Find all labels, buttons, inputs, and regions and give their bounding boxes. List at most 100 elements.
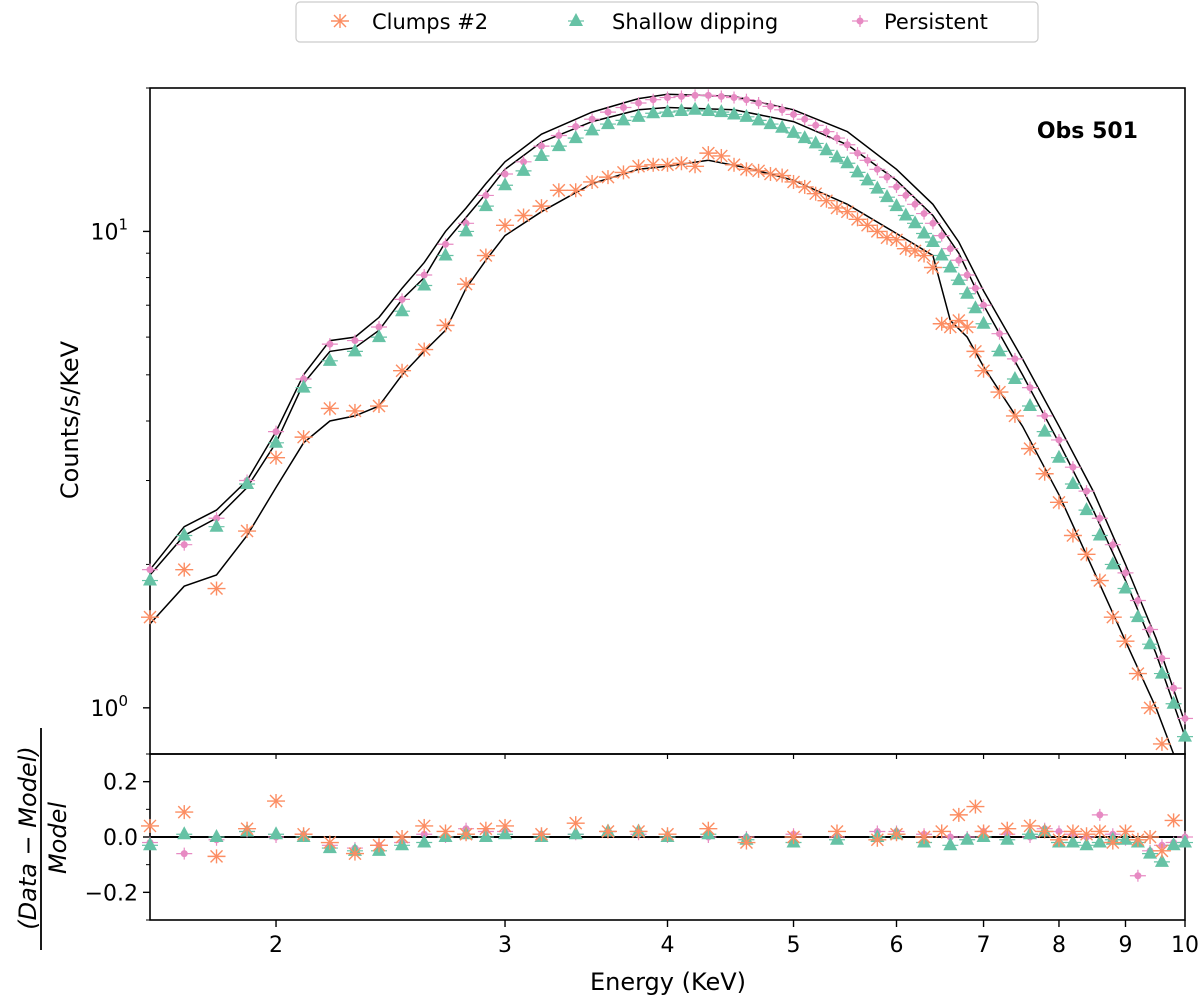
y-axis-title-bottom: (Data − Model) Model bbox=[14, 728, 72, 950]
clumps-2-residual-26 bbox=[915, 830, 934, 844]
shallow-dipping-point-43 bbox=[879, 189, 896, 203]
clumps-2-point-50 bbox=[941, 320, 960, 335]
clumps-2-point-29 bbox=[725, 157, 744, 172]
persistent-point-21 bbox=[615, 101, 632, 114]
shallow-dipping-point-54 bbox=[975, 315, 992, 329]
bottom-y-ticks: 0.2 0.0 −0.2 bbox=[85, 753, 150, 921]
shallow-dipping-point-36 bbox=[807, 135, 824, 149]
legend-marker-2 bbox=[852, 15, 868, 27]
clumps-2-residual-14 bbox=[496, 818, 515, 833]
shallow-dipping-point-39 bbox=[839, 155, 856, 169]
persistent-point-65 bbox=[1129, 594, 1146, 607]
persistent-point-63 bbox=[1104, 538, 1121, 551]
persistent-point-41 bbox=[859, 154, 876, 167]
clumps-2-residual-20 bbox=[699, 821, 718, 836]
shallow-dipping-point-62 bbox=[1091, 527, 1108, 541]
shallow-dipping-point-17 bbox=[550, 138, 567, 152]
shallow-dipping-residual-1 bbox=[176, 826, 193, 840]
persistent-point-38 bbox=[828, 132, 845, 145]
residual-label-numerator: (Data − Model) bbox=[14, 746, 42, 929]
clumps-2-point-32 bbox=[761, 166, 780, 181]
shallow-dipping-point-6 bbox=[321, 352, 338, 366]
legend-marker-0 bbox=[331, 14, 349, 28]
shallow-dipping-point-56 bbox=[1006, 371, 1023, 385]
clumps-2-residual-15 bbox=[532, 827, 551, 842]
clumps-2-point-42 bbox=[868, 224, 887, 239]
shallow-dipping-residual-40 bbox=[1142, 845, 1159, 859]
clumps-2-point-3 bbox=[238, 524, 257, 539]
persistent-point-33 bbox=[774, 103, 791, 116]
shallow-dipping-point-49 bbox=[933, 247, 950, 261]
x-tick-label-1: 3 bbox=[498, 933, 512, 958]
shallow-dipping-point-5 bbox=[295, 379, 312, 393]
shallow-dipping-point-67 bbox=[1153, 665, 1170, 679]
shallow-dipping-residual-35 bbox=[1078, 837, 1095, 851]
clumps-2-point-15 bbox=[514, 208, 533, 223]
persistent-point-24 bbox=[659, 91, 676, 104]
shallow-dipping-point-28 bbox=[713, 104, 730, 118]
persistent-point-67 bbox=[1153, 652, 1170, 665]
shallow-dipping-point-4 bbox=[268, 434, 285, 448]
y-tick-label-bottom-0: 0.2 bbox=[103, 771, 138, 796]
shallow-dipping-point-57 bbox=[1022, 398, 1039, 412]
persistent-point-59 bbox=[1050, 433, 1067, 446]
clumps-model-line bbox=[149, 159, 1175, 755]
shallow-dipping-point-63 bbox=[1104, 556, 1121, 570]
legend-label-2: Persistent bbox=[884, 10, 988, 34]
persistent-point-57 bbox=[1022, 381, 1039, 394]
clumps-2-residual-31 bbox=[998, 821, 1017, 836]
shallow-dipping-point-55 bbox=[991, 343, 1008, 357]
shallow-dipping-point-31 bbox=[750, 112, 767, 126]
persistent-point-35 bbox=[796, 113, 813, 126]
x-tick-label-5: 7 bbox=[977, 933, 991, 958]
clumps-2-point-19 bbox=[583, 174, 602, 189]
persistent-point-37 bbox=[818, 125, 835, 138]
persistent-point-30 bbox=[738, 93, 755, 106]
persistent-point-23 bbox=[645, 93, 662, 106]
persistent-point-58 bbox=[1036, 409, 1053, 422]
clumps-2-residual-22 bbox=[784, 830, 803, 844]
clumps-2-residual-4 bbox=[267, 794, 286, 809]
clumps-2-point-8 bbox=[369, 399, 388, 414]
clumps-2-residual-24 bbox=[868, 832, 887, 847]
y-tick-label-top-0: 100 bbox=[90, 692, 128, 722]
persistent-point-54 bbox=[975, 299, 992, 312]
clumps-2-residual-7 bbox=[345, 846, 364, 861]
top-panel-frame bbox=[149, 87, 1186, 755]
persistent-point-53 bbox=[967, 282, 984, 295]
shallow-dipping-point-3 bbox=[239, 476, 256, 490]
x-tick-label-3: 5 bbox=[787, 933, 801, 958]
clumps-2-residual-8 bbox=[369, 838, 388, 853]
top-y-ticks: 100 101 bbox=[90, 87, 150, 722]
shallow-dipping-residual-10 bbox=[416, 834, 433, 848]
clumps-2-residual-2 bbox=[207, 849, 226, 864]
clumps-2-point-64 bbox=[1116, 634, 1135, 649]
y-tick-label-bottom-2: −0.2 bbox=[85, 881, 138, 906]
clumps-2-point-10 bbox=[415, 342, 434, 357]
persistent-point-61 bbox=[1078, 485, 1095, 498]
clumps-2-residual-6 bbox=[320, 835, 339, 850]
shallow-dipping-point-47 bbox=[916, 225, 933, 239]
shallow-dipping-point-18 bbox=[567, 130, 584, 144]
shallow-dipping-point-19 bbox=[584, 122, 601, 136]
shallow-dipping-point-16 bbox=[533, 147, 550, 161]
x-axis-title: Energy (KeV) bbox=[590, 968, 746, 996]
clumps-2-point-37 bbox=[817, 193, 836, 208]
clumps-2-point-25 bbox=[672, 156, 691, 171]
clumps-2-point-22 bbox=[629, 159, 648, 174]
shallow-dipping-point-13 bbox=[477, 198, 494, 212]
legend-frame bbox=[295, 1, 1039, 43]
shallow-dipping-point-65 bbox=[1129, 609, 1146, 623]
shallow-dipping-point-21 bbox=[615, 112, 632, 126]
persistent-point-22 bbox=[630, 97, 647, 110]
shallow-dipping-point-30 bbox=[738, 108, 755, 122]
shallow-dipping-point-20 bbox=[599, 116, 616, 130]
persistent-point-29 bbox=[726, 91, 743, 104]
shallow-dipping-point-51 bbox=[950, 272, 967, 286]
clumps-2-residual-12 bbox=[457, 827, 476, 842]
shallow-dipping-point-42 bbox=[869, 180, 886, 194]
clumps-2-residual-38 bbox=[1103, 835, 1122, 850]
persistent-point-56 bbox=[1006, 352, 1023, 365]
shallow-dipping-residual-34 bbox=[1064, 834, 1081, 848]
clumps-2-point-56 bbox=[1005, 408, 1024, 423]
